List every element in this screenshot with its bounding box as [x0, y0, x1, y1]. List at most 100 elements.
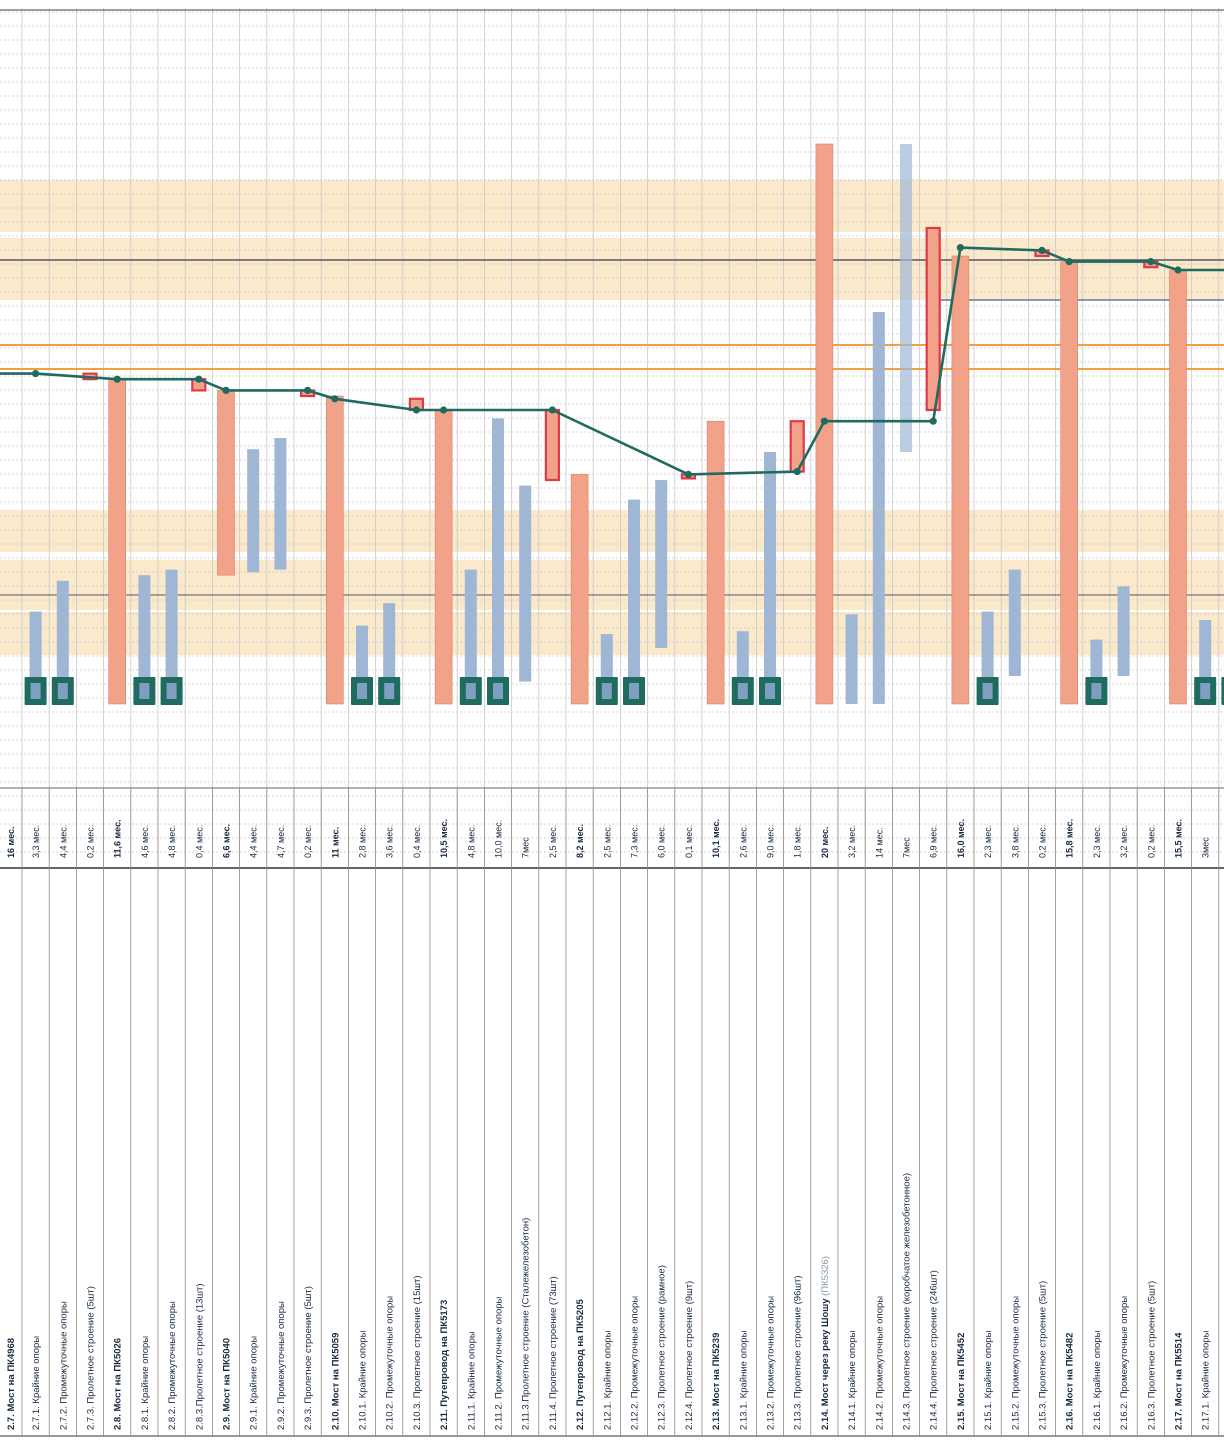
task-duration: 11 мес.: [330, 827, 340, 858]
task-duration: 7,3 мес.: [630, 825, 640, 858]
task-label: 2.7.2. Промежуточные опоры: [58, 1301, 69, 1430]
task-duration: 3мес: [1201, 837, 1211, 858]
task-bar: [519, 485, 532, 682]
task-duration: 16,0 мес.: [956, 819, 966, 858]
task-bar: [628, 499, 640, 704]
task-label: 2.13.3. Пролетное строение (96шт): [793, 1276, 804, 1431]
task-table: 2.7. Мост на ПК4968 16 мес. 2.7.1. Крайние…: [0, 787, 1224, 1437]
milestone-marker-inner: [493, 683, 503, 699]
task-label: 2.13.1. Крайние опоры: [738, 1330, 749, 1430]
task-label: 2.16.3. Пролетное строение (5шт): [1146, 1281, 1157, 1430]
task-label: 2.7. Мост на ПК4968: [6, 1338, 17, 1430]
task-duration: 2,3 мес.: [1092, 825, 1102, 858]
task-label: 2.8. Мост на ПК5026: [113, 1338, 124, 1430]
task-bar: [925, 226, 941, 412]
task-duration: 3,2 мес.: [847, 825, 857, 858]
task-label: 2.15.2. Промежуточные опоры: [1010, 1296, 1021, 1430]
background-band: [0, 180, 1224, 232]
task-bar: [764, 452, 776, 704]
task-duration: 4,8 мес.: [466, 825, 476, 858]
task-duration: 6,0 мес.: [657, 825, 667, 858]
task-bar: [706, 420, 725, 705]
task-bar: [1117, 586, 1130, 676]
task-duration: 1,8 мес.: [793, 825, 803, 858]
task-bar: [274, 438, 287, 570]
task-duration: 15,8 мес.: [1065, 819, 1075, 858]
critical-path-node: [1038, 246, 1046, 254]
task-label: 2.12. Путепровод на ПК5205: [575, 1299, 586, 1430]
milestone-marker-inner: [982, 683, 993, 699]
critical-path-node: [684, 470, 693, 478]
task-bar: [492, 418, 504, 699]
task-label: 2.13.2. Промежуточные опоры: [766, 1296, 777, 1430]
task-bars: [24, 143, 1224, 705]
critical-path: [0, 244, 1224, 478]
task-label: 2.16.2. Промежуточные опоры: [1119, 1296, 1130, 1430]
task-bar: [1169, 269, 1187, 705]
task-duration: 20 мес.: [820, 826, 830, 858]
task-bar: [464, 569, 477, 704]
task-duration: 0,2 мес.: [1146, 825, 1156, 858]
task-bar: [845, 614, 858, 704]
task-duration: 6,6 мес.: [222, 824, 232, 858]
task-bar: [56, 580, 69, 704]
task-duration: 9,0 мес.: [766, 825, 776, 858]
milestone-marker-inner: [384, 683, 395, 699]
milestone-marker-inner: [465, 683, 476, 699]
task-label: 2.10. Мост на ПК5059: [330, 1333, 341, 1430]
critical-path-node: [304, 386, 312, 394]
task-label: 2.7.1. Крайние опоры: [31, 1336, 42, 1430]
task-label: 2.14. Мост через реку Шошу (ПК5326): [820, 1256, 831, 1430]
task-bar: [655, 480, 668, 648]
task-label: 2.8.3.Пролетное строение (13шт): [194, 1283, 205, 1430]
task-duration: 15,5 мес.: [1174, 819, 1184, 858]
task-bar: [217, 390, 235, 576]
task-duration: 7мес: [902, 837, 912, 858]
milestone-marker-inner: [737, 683, 748, 699]
task-bar: [872, 312, 885, 704]
task-label-extra: (ПК5326): [820, 1256, 831, 1298]
critical-path-node: [331, 395, 339, 403]
task-bar: [138, 575, 151, 704]
task-duration: 6,9 мес.: [929, 825, 939, 858]
task-duration: 11,6 мес.: [113, 819, 123, 858]
task-duration: 4,8 мес.: [167, 825, 177, 858]
milestone-marker-inner: [601, 683, 612, 699]
task-label: 2.17. Мост на ПК5514: [1174, 1332, 1185, 1430]
task-label: 2.14.1. Крайние опоры: [847, 1330, 858, 1430]
task-duration: 2,5 мес.: [602, 825, 612, 858]
critical-path-node: [31, 370, 40, 378]
task-label: 2.12.3. Пролетное строение (рамное): [657, 1265, 668, 1430]
critical-path-node: [956, 244, 965, 252]
task-bar: [544, 408, 561, 482]
milestone-marker-inner: [166, 683, 177, 699]
task-label: 2.9.1. Крайние опоры: [249, 1336, 260, 1430]
task-label: 2.17.1. Крайние опоры: [1201, 1330, 1212, 1430]
task-label: 2.15. Мост на ПК5452: [956, 1333, 967, 1430]
task-label: 2.14.3. Пролетное строение (коробчатое ж…: [902, 1173, 913, 1430]
task-label: 2.12.4. Пролетное строение (9шт): [684, 1281, 695, 1430]
task-duration: 14 мес.: [874, 827, 884, 858]
task-duration: 3,6 мес.: [385, 825, 395, 858]
milestone-marker-inner: [1200, 683, 1211, 699]
task-label: 2.10.2. Промежуточные опоры: [385, 1296, 396, 1430]
critical-path-node: [1065, 258, 1073, 266]
critical-path-node: [820, 417, 829, 425]
milestone-marker-inner: [30, 683, 41, 699]
task-bar: [325, 395, 344, 705]
critical-path-node: [1147, 258, 1155, 266]
task-label: 2.9. Мост на ПК5040: [222, 1338, 233, 1430]
task-duration: 2,5 мес.: [548, 825, 558, 858]
task-label: 2.15.3. Пролетное строение (5шт): [1038, 1281, 1049, 1430]
task-duration: 10,0 мес.: [494, 820, 504, 858]
task-label: 2.9.3. Пролетное строение (5шт): [303, 1286, 314, 1430]
critical-path-node: [440, 406, 448, 414]
task-label: 2.16. Мост на ПК5482: [1065, 1333, 1076, 1430]
task-label: 2.10.1. Крайние опоры: [358, 1330, 369, 1430]
task-duration: 2,6 мес.: [738, 825, 748, 858]
task-duration: 3,3 мес.: [31, 825, 41, 858]
task-duration: 0,4 мес.: [412, 825, 422, 858]
task-duration: 0,1 мес.: [684, 825, 694, 858]
task-bar: [570, 474, 589, 705]
task-duration: 0,2 мес.: [86, 825, 96, 858]
